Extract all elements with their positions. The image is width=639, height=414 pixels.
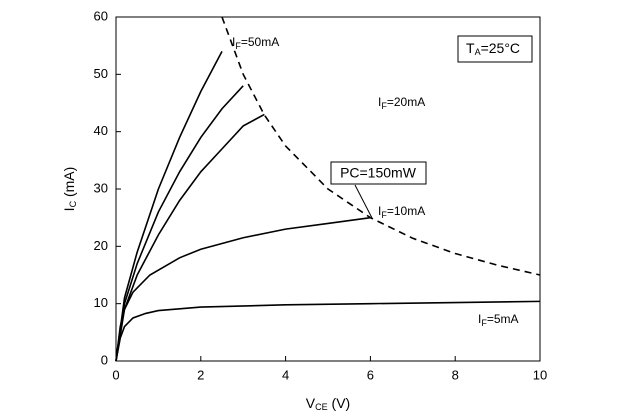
power-limit-curve <box>221 16 541 276</box>
curve-label: IF=5mA <box>478 312 519 328</box>
limit-label-box <box>330 161 427 185</box>
x-axis-label-part: (V) <box>328 395 351 411</box>
y-tick-label: 50 <box>94 66 108 81</box>
condition-box <box>457 35 533 63</box>
curve-label-part: =5mA <box>487 312 519 326</box>
x-tick-label: 10 <box>533 367 547 382</box>
y-axis-label-part: I <box>61 207 77 211</box>
curve-label-part: I <box>478 312 481 326</box>
x-tick-label: 2 <box>197 367 204 382</box>
y-axis-label-part: C <box>68 200 78 207</box>
curve-label-part: =10mA <box>387 204 425 218</box>
y-axis-label-part: (mA) <box>61 167 77 201</box>
curve <box>115 300 541 362</box>
y-tick-label: 40 <box>94 123 108 138</box>
curve-label-part: I <box>378 204 381 218</box>
condition-part: T <box>466 40 475 56</box>
curve <box>115 216 371 362</box>
condition-part: =25°C <box>481 40 520 56</box>
condition-label: TA=25°C <box>466 40 520 58</box>
curve-label-part: I <box>378 95 381 109</box>
x-tick-label: 6 <box>367 367 374 382</box>
y-axis-label: IC (mA) <box>61 167 79 212</box>
y-tick-label: 30 <box>94 180 108 195</box>
curve-label: IF=50mA <box>232 35 279 51</box>
curve-label-part: F <box>381 210 387 220</box>
curve-label-part: F <box>381 101 387 111</box>
limit-pointer <box>354 184 373 219</box>
curve-label-part: F <box>481 318 487 328</box>
curve-label: IF=20mA <box>378 95 425 111</box>
limit-label: PC=150mW <box>340 165 417 181</box>
y-tick-label: 20 <box>94 238 108 253</box>
x-tick-label: 4 <box>282 367 289 382</box>
curve-label-part: I <box>232 35 235 49</box>
x-axis-label-part: CE <box>315 402 328 412</box>
x-axis-label: VCE (V) <box>306 395 350 413</box>
curve <box>115 113 265 362</box>
curve-label: IF=10mA <box>378 204 425 220</box>
condition-part: A <box>475 47 481 57</box>
curve-label-part: F <box>235 41 241 51</box>
x-tick-label: 0 <box>112 367 119 382</box>
y-tick-label: 10 <box>94 295 108 310</box>
y-tick-label: 60 <box>94 8 108 23</box>
curve-label-part: =20mA <box>387 95 425 109</box>
curve <box>115 85 244 362</box>
curve-label-part: =50mA <box>241 35 279 49</box>
x-axis-label-part: V <box>306 395 316 411</box>
y-tick-label: 0 <box>101 352 108 367</box>
x-tick-label: 8 <box>452 367 459 382</box>
curve <box>115 51 223 362</box>
